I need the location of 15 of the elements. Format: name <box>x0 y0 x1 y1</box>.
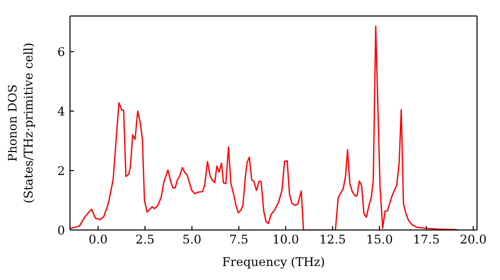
x-tick-label: 7.5 <box>229 232 248 247</box>
line-series <box>70 25 459 230</box>
x-tick-label: 15.0 <box>366 232 393 247</box>
y-tick-label: 6 <box>57 44 65 59</box>
y-tick-label: 2 <box>57 164 65 178</box>
x-tick-label: 17.5 <box>413 232 440 247</box>
y-tick-label: 0 <box>57 223 65 238</box>
x-axis-title: Frequency (THz) <box>222 255 325 269</box>
x-tick-label: 2.5 <box>135 232 155 247</box>
y-tick-label: 4 <box>57 104 66 118</box>
x-tick-label: 10.0 <box>272 232 300 247</box>
x-tick-label: 0.0 <box>88 232 108 247</box>
x-tick-label: 20.0 <box>460 232 487 247</box>
x-tick-label: 12.5 <box>319 232 346 247</box>
x-tick-label: 5.0 <box>182 232 202 247</box>
